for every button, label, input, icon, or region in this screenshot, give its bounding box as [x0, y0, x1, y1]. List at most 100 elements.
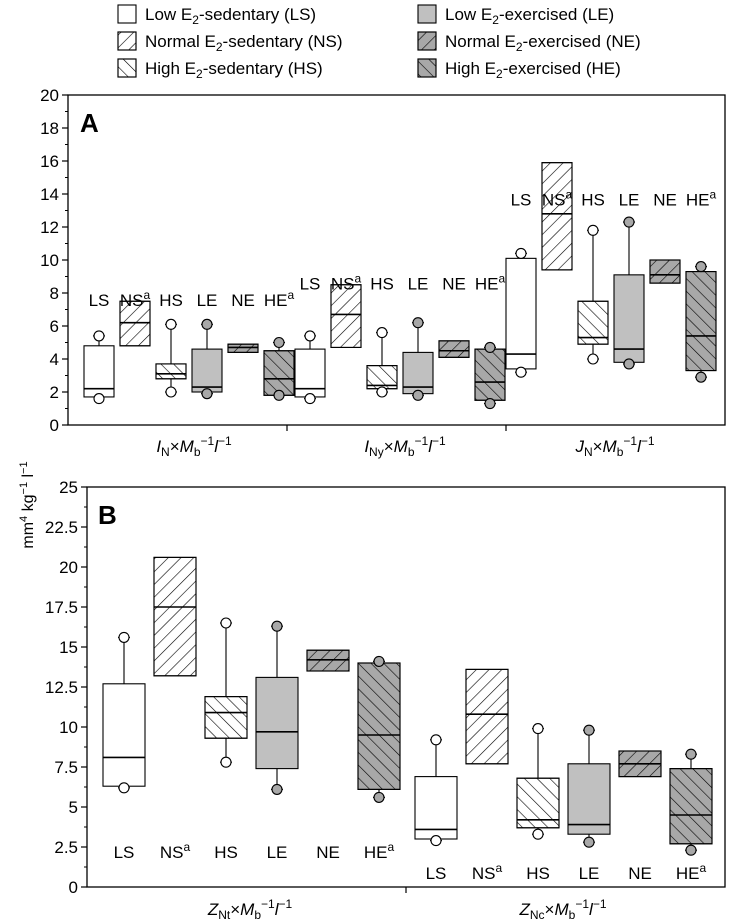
box-hatch	[541, 162, 573, 271]
x-label-iny: INy×Mb−1l−1	[364, 434, 446, 459]
series-label-hea: HEa	[364, 840, 395, 862]
series-label-le: LE	[267, 843, 288, 862]
box-ns: NSa	[119, 288, 151, 347]
panel-b-ytick-label: 25	[59, 478, 78, 497]
box-hatch	[227, 343, 259, 353]
outlier-high	[271, 620, 283, 632]
box-hatch	[330, 284, 362, 349]
series-label-ls: LS	[426, 864, 447, 883]
panel-a-letter: A	[80, 108, 99, 138]
box-body	[613, 274, 645, 363]
box-ls: LS	[505, 191, 537, 378]
legend-swatch-le	[417, 4, 437, 24]
series-label-ls: LS	[300, 275, 321, 294]
panel-a-ytick-label: 4	[50, 350, 59, 369]
series-label-ls: LS	[511, 191, 532, 210]
box-hs: HS	[155, 291, 187, 398]
series-label-ne: NE	[231, 291, 255, 310]
legend-hatch-hs	[117, 58, 137, 78]
box-hatch	[155, 363, 187, 380]
outlier-low	[304, 393, 316, 405]
box-he: HEa	[263, 288, 295, 401]
box-hatch	[474, 348, 506, 401]
series-label-nsa: NSa	[120, 288, 151, 310]
panel-b-ytick-label: 15	[59, 638, 78, 657]
panel-a-ytick-label: 12	[40, 218, 59, 237]
box-ne: NE	[618, 750, 662, 883]
group-znc-mb-1l-1: LS NSa HS LE NE HEa	[414, 668, 713, 883]
outlier-high	[373, 655, 385, 667]
box-hatch	[649, 259, 681, 284]
legend-label-le: Low E2-exercised (LE)	[445, 5, 614, 27]
legend-item-ls: Low E2-sedentary (LS)	[117, 4, 316, 27]
legend-label-ls: Low E2-sedentary (LS)	[145, 5, 316, 27]
box-ns: NSa	[153, 556, 197, 862]
outlier-high	[273, 336, 285, 349]
legend: Low E2-sedentary (LS) Low E2-exercised (L…	[117, 4, 641, 81]
box-hatch	[153, 556, 197, 677]
series-label-hs: HS	[581, 191, 605, 210]
series-label-hs: HS	[526, 864, 550, 883]
outlier-high	[201, 318, 213, 330]
series-label-hs: HS	[214, 843, 238, 862]
box-hatch	[263, 350, 295, 396]
box-he: HEa	[685, 188, 717, 383]
box-ns: NSa	[541, 162, 573, 271]
box-body	[505, 257, 537, 370]
box-hs: HS	[366, 275, 398, 398]
box-hs: HS	[577, 191, 609, 365]
outlier-low	[587, 353, 599, 365]
box-le: LE	[613, 191, 645, 370]
box-body	[567, 763, 611, 835]
series-label-le: LE	[579, 864, 600, 883]
outlier-low	[685, 844, 697, 856]
box-hatch	[465, 668, 509, 765]
panel-a-ytick-label: 0	[50, 416, 59, 435]
panel-a-ytick-label: 20	[40, 86, 59, 105]
outlier-low	[623, 358, 635, 370]
series-label-ne: NE	[653, 191, 677, 210]
panel-a-ytick-label: 8	[50, 284, 59, 303]
outlier-low	[220, 756, 232, 768]
series-label-hea: HEa	[264, 288, 295, 310]
panel-b-letter: B	[98, 500, 117, 530]
box-ne: NE	[227, 291, 259, 353]
outlier-low	[376, 386, 388, 398]
box-he: HEa	[669, 748, 713, 883]
outlier-high	[430, 734, 442, 746]
outlier-high	[685, 748, 697, 760]
x-label-znt: ZNt×Mb−1l−1	[207, 897, 293, 922]
outlier-high	[623, 216, 635, 228]
outlier-low	[430, 835, 442, 847]
y-axis-label: mm4 kg−1 l−1	[18, 461, 37, 548]
panel-a-ytick-label: 18	[40, 119, 59, 138]
box-le: LE	[255, 620, 299, 862]
panel-a-ytick-label: 16	[40, 152, 59, 171]
legend-hatch-ns	[117, 31, 137, 51]
outlier-high	[118, 631, 130, 643]
series-label-nsa: NSa	[542, 188, 573, 210]
box-body	[102, 683, 146, 787]
legend-label-hs: High E2-sedentary (HS)	[145, 59, 323, 81]
box-ne: NE	[649, 191, 681, 284]
box-he: HEa	[474, 272, 506, 410]
outlier-low	[201, 388, 213, 400]
series-label-le: LE	[408, 275, 429, 294]
outlier-high	[532, 723, 544, 735]
legend-label-ns: Normal E2-sedentary (NS)	[145, 32, 343, 54]
box-body	[414, 776, 458, 840]
box-ns: NSa	[330, 272, 362, 349]
outlier-high	[695, 261, 707, 273]
panel-b-ytick-label: 12.5	[45, 678, 78, 697]
outlier-high	[220, 617, 232, 629]
panel-b-ytick-label: 17.5	[45, 598, 78, 617]
outlier-high	[587, 224, 599, 236]
box-hatch	[357, 662, 401, 790]
group-znt-mb-1l-1: LS NSa HS LE NE HEa	[102, 556, 401, 862]
legend-item-ne: Normal E2-exercised (NE)	[417, 31, 641, 54]
outlier-low	[273, 389, 285, 401]
panel-b-ytick-label: 7.5	[54, 758, 78, 777]
series-label-nsa: NSa	[472, 861, 503, 883]
outlier-high	[376, 327, 388, 339]
